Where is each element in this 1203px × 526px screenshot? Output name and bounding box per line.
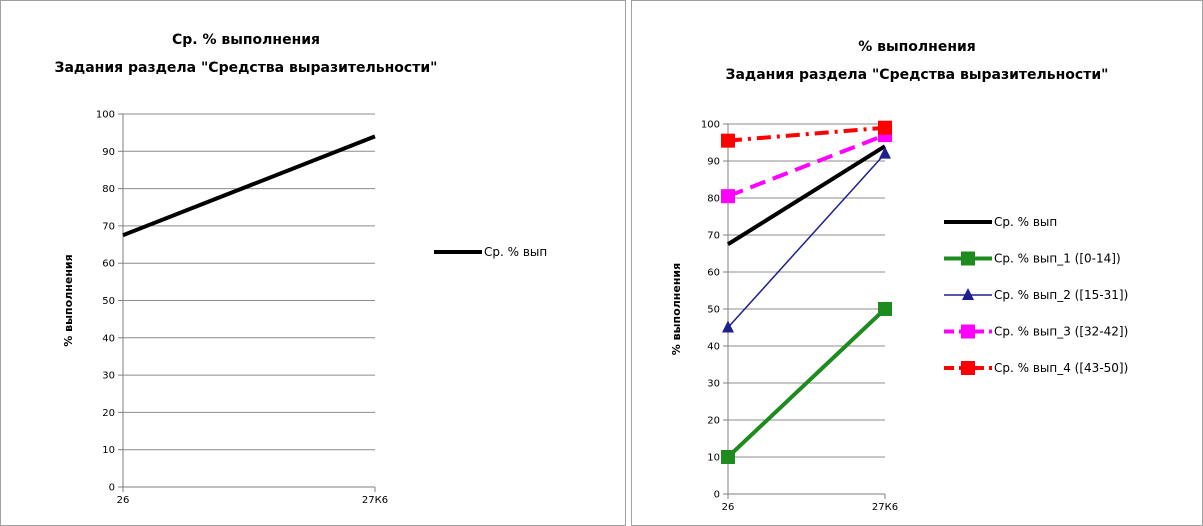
legend: Ср. % вып Ср. % вып_1 ([0-14]) Ср. % вып_2… (944, 215, 1128, 375)
chart-title: % выполнения (858, 39, 976, 55)
y-tick-label: 100 (701, 120, 720, 131)
chart-groups: % выполнения Задания раздела "Средства вы… (670, 39, 1128, 513)
y-tick-label: 40 (102, 333, 115, 344)
data-point (721, 450, 735, 464)
series-line (726, 144, 887, 246)
x-tick-label: 27К6 (362, 495, 388, 506)
legend-item: Ср. % вып_1 ([0-14]) (944, 251, 1121, 266)
series-line (122, 134, 376, 238)
y-tick-label: 0 (714, 490, 720, 501)
y-tick-label: 90 (102, 147, 115, 158)
legend-label: Ср. % вып_3 ([32-42]) (994, 325, 1128, 339)
y-tick-label: 30 (707, 379, 720, 390)
y-tick-label: 70 (707, 231, 720, 242)
legend-item: Ср. % вып (434, 245, 547, 259)
legend-label: Ср. % вып_4 ([43-50]) (994, 361, 1128, 375)
x-tick-label: 27К6 (872, 502, 898, 513)
y-tick-label: 60 (102, 259, 115, 270)
chart-panel-groups: % выполнения Задания раздела "Средства вы… (631, 0, 1203, 526)
data-point (721, 133, 735, 148)
legend: Ср. % вып (434, 245, 547, 259)
y-tick-label: 40 (707, 342, 720, 353)
legend-label: Ср. % вып_2 ([15-31]) (994, 288, 1128, 302)
legend-marker (961, 361, 975, 375)
y-tick-label: 10 (707, 453, 720, 464)
y-axis-title: % выполнения (62, 254, 75, 346)
y-tick-label: 90 (707, 157, 720, 168)
legend-item: Ср. % вып_2 ([15-31]) (944, 288, 1128, 302)
y-tick-label: 50 (707, 305, 720, 316)
legend-item: Ср. % вып (944, 215, 1057, 229)
series-1 (726, 144, 887, 246)
y-tick-label: 80 (102, 184, 115, 195)
y-axis-title: % выполнения (670, 263, 683, 355)
legend-marker (961, 251, 975, 266)
y-tick-label: 10 (102, 445, 115, 456)
chart-subtitle: Задания раздела "Средства выразительност… (55, 60, 438, 76)
chart-panel-average: Ср. % выполнения Задания раздела "Средств… (0, 0, 626, 526)
series-3 (722, 146, 891, 333)
y-tick-label: 100 (96, 110, 115, 121)
y-tick-label: 0 (109, 483, 115, 494)
series-line (727, 125, 886, 143)
series-line (727, 153, 886, 329)
data-point (878, 302, 892, 316)
legend-item: Ср. % вып_3 ([32-42]) (944, 324, 1128, 339)
data-point (879, 146, 891, 159)
x-tick-label: 26 (117, 495, 130, 506)
data-point (722, 320, 734, 333)
y-tick-label: 20 (707, 416, 720, 427)
y-tick-label: 80 (707, 194, 720, 205)
chart-subtitle: Задания раздела "Средства выразительност… (726, 67, 1109, 83)
legend-marker (961, 324, 975, 339)
series-line (726, 307, 887, 459)
series-1 (122, 134, 376, 238)
legend-item: Ср. % вып_4 ([43-50]) (944, 361, 1128, 375)
legend-marker (962, 288, 974, 300)
chart-title: Ср. % выполнения (172, 32, 320, 48)
y-tick-label: 50 (102, 296, 115, 307)
legend-label: Ср. % вып_1 ([0-14]) (994, 252, 1121, 266)
y-tick-label: 60 (707, 268, 720, 279)
legend-label: Ср. % вып (994, 215, 1057, 229)
series-5 (721, 120, 892, 148)
series-line (727, 133, 886, 199)
data-point (721, 189, 735, 204)
y-tick-label: 70 (102, 221, 115, 232)
series-2 (721, 302, 892, 464)
series-4 (721, 128, 892, 204)
data-point (878, 120, 892, 135)
y-tick-label: 20 (102, 408, 115, 419)
legend-label: Ср. % вып (484, 245, 547, 259)
chart-average: Ср. % выполнения Задания раздела "Средств… (55, 32, 548, 506)
y-tick-label: 30 (102, 371, 115, 382)
x-tick-label: 26 (722, 502, 735, 513)
